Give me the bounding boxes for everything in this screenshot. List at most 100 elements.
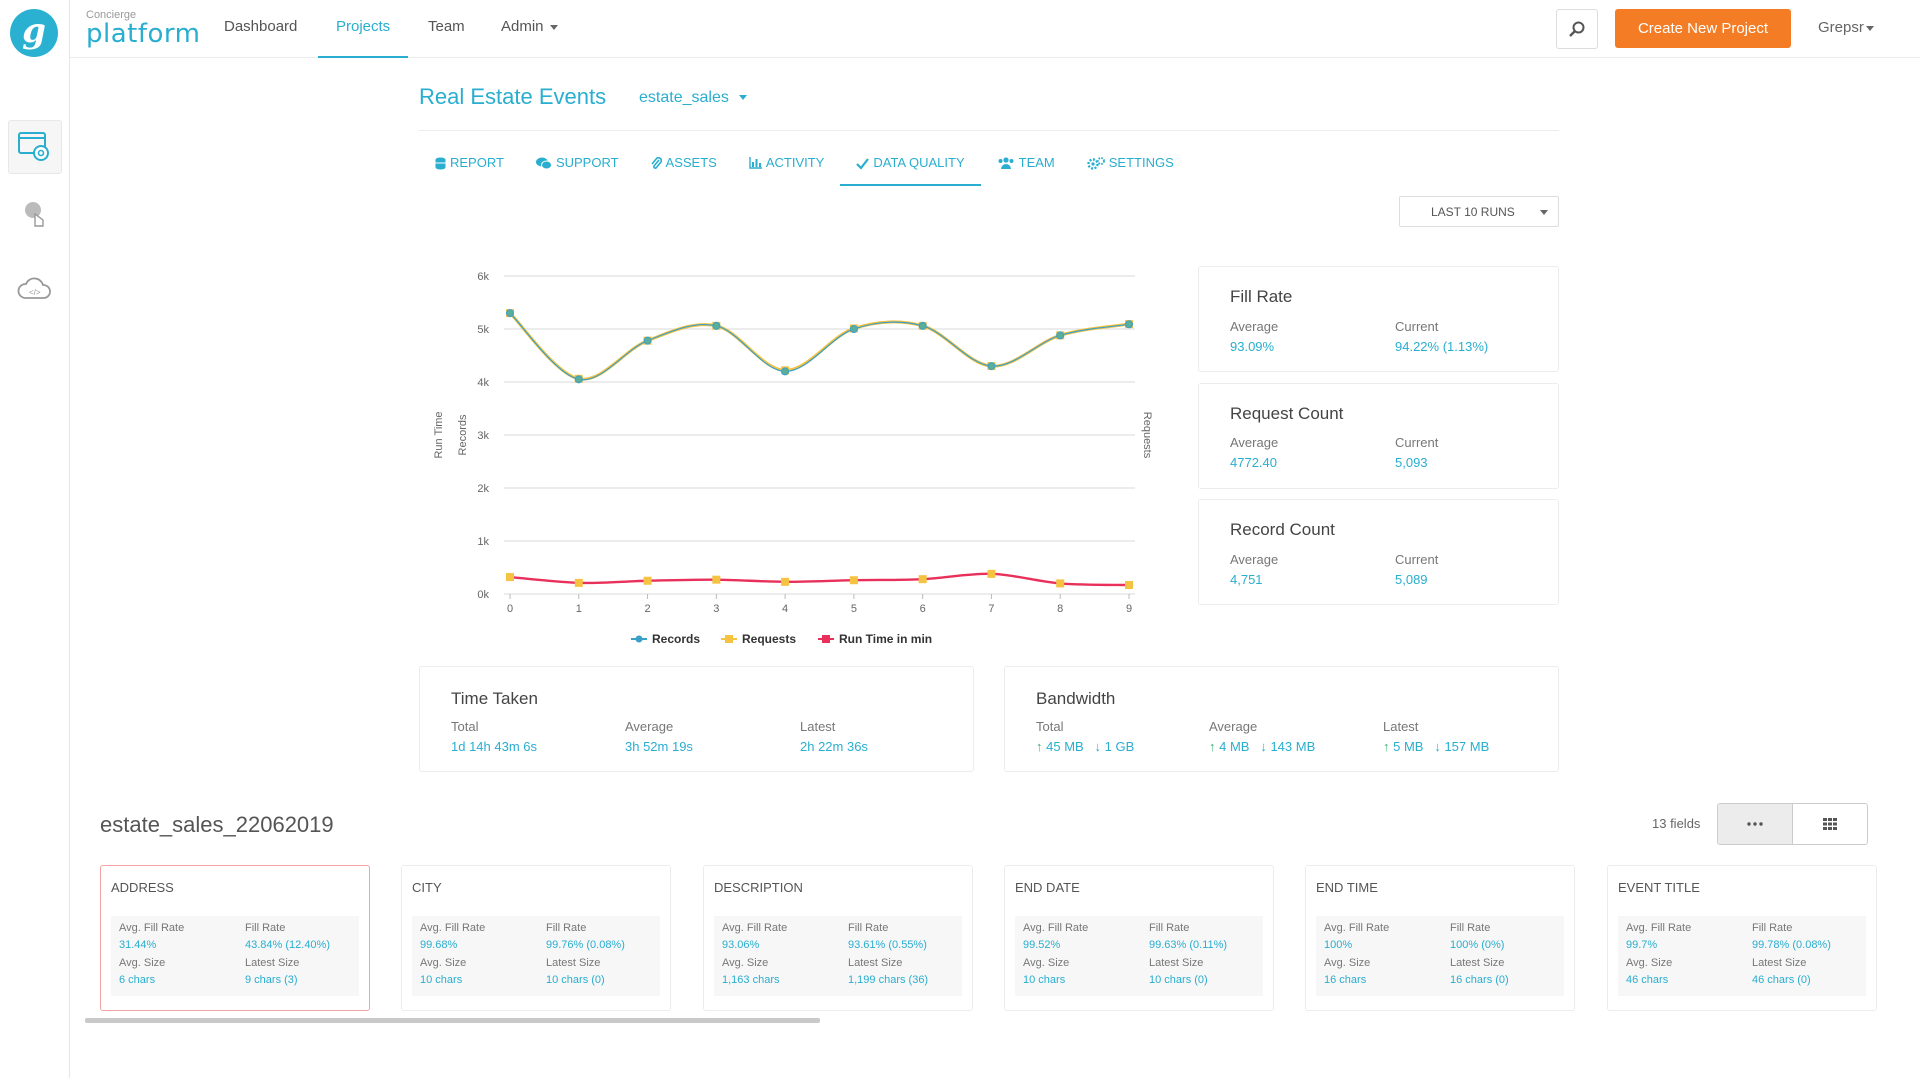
- runtime-point[interactable]: [987, 569, 996, 578]
- runtime-point[interactable]: [643, 576, 652, 585]
- tab-settings[interactable]: SETTINGS: [1071, 148, 1190, 186]
- records-point[interactable]: [506, 309, 514, 318]
- search-icon: [1569, 21, 1585, 37]
- tab-data-quality[interactable]: DATA QUALITY: [840, 148, 981, 186]
- legend-item-records[interactable]: Records: [631, 632, 700, 646]
- bw-latest: ↑ 5 MB ↓ 157 MB: [1383, 739, 1489, 754]
- latest-size-value: 9 chars (3): [245, 974, 298, 986]
- field-card-city[interactable]: CITY Avg. Fill Rate 99.68% Avg. Size 10 …: [401, 865, 671, 1011]
- nav-dashboard[interactable]: Dashboard: [224, 18, 298, 35]
- time-total: 1d 14h 43m 6s: [451, 739, 538, 754]
- field-card-address[interactable]: ADDRESS Avg. Fill Rate 31.44% Avg. Size …: [100, 865, 370, 1011]
- chevron-down-icon: [549, 24, 558, 30]
- runtime-point[interactable]: [506, 573, 514, 582]
- request-count-current: 5,093: [1395, 455, 1428, 470]
- x-tick-label: 4: [782, 603, 788, 615]
- avg-size-label: Avg. Size: [1324, 957, 1371, 969]
- records-point[interactable]: [643, 336, 652, 345]
- chevron-down-icon: [1540, 210, 1548, 215]
- tab-label: SUPPORT: [555, 155, 619, 170]
- avg-size-value: 46 chars: [1626, 974, 1669, 986]
- latest-size-value: 46 chars (0): [1752, 974, 1811, 986]
- x-tick-label: 2: [644, 603, 650, 615]
- legend-label: Requests: [742, 632, 796, 646]
- latest-size-label: Latest Size: [245, 957, 300, 969]
- records-point[interactable]: [781, 367, 790, 376]
- avg-fill-label: Avg. Fill Rate: [1023, 922, 1089, 934]
- nav-team[interactable]: Team: [428, 18, 465, 35]
- avg-fill-label: Avg. Fill Rate: [722, 922, 788, 934]
- horizontal-scrollbar[interactable]: [85, 1018, 820, 1023]
- tab-assets[interactable]: ASSETS: [635, 148, 733, 186]
- records-point[interactable]: [849, 325, 858, 333]
- runtime-point[interactable]: [918, 575, 927, 584]
- upload-arrow-icon: ↑: [1383, 739, 1390, 754]
- runtime-point[interactable]: [1056, 579, 1065, 588]
- field-card-end-time[interactable]: END TIME Avg. Fill Rate 100% Avg. Size 1…: [1305, 865, 1575, 1011]
- rail-item-concierge[interactable]: [8, 120, 62, 174]
- grepsr-logo[interactable]: g: [10, 9, 58, 57]
- avg-size-value: 10 chars: [1023, 974, 1066, 986]
- card-view-button[interactable]: [1718, 804, 1793, 844]
- records-point[interactable]: [712, 321, 721, 330]
- fill-rate-cur-label: Current: [1395, 319, 1439, 334]
- legend-label: Run Time in min: [839, 632, 932, 646]
- y-tick-label: 4k: [477, 377, 489, 389]
- runtime-point[interactable]: [849, 576, 858, 585]
- time-avg-label: Average: [625, 719, 674, 734]
- avg-fill-label: Avg. Fill Rate: [1324, 922, 1390, 934]
- rail-item-api[interactable]: </>: [8, 262, 62, 316]
- create-new-project-button[interactable]: Create New Project: [1615, 9, 1791, 48]
- tab-label: TEAM: [1018, 155, 1055, 170]
- runs-line-chart: 0k 1k 2k 3k 4k 5k 6k 0 1 2 3 4 5 6 7 8 9 Run Time Recor…: [433, 271, 1153, 646]
- bw-total-up: 45 MB: [1046, 739, 1084, 754]
- project-selector[interactable]: estate_sales: [639, 89, 747, 107]
- search-button[interactable]: [1556, 9, 1598, 49]
- nav-projects[interactable]: Projects: [318, 0, 409, 58]
- records-point[interactable]: [574, 375, 583, 384]
- latest-size-value: 16 chars (0): [1450, 974, 1509, 986]
- chart-y-ticks: 0k 1k 2k 3k 4k 5k 6k: [477, 271, 489, 601]
- avg-size-label: Avg. Size: [1626, 957, 1673, 969]
- grid-view-button[interactable]: [1793, 804, 1867, 844]
- brand[interactable]: Concierge platform: [86, 9, 200, 47]
- tab-activity[interactable]: ACTIVITY: [733, 148, 841, 186]
- rail-item-support[interactable]: [8, 190, 62, 244]
- field-card-end-date[interactable]: END DATE Avg. Fill Rate 99.52% Avg. Size…: [1004, 865, 1274, 1011]
- runtime-point[interactable]: [1125, 580, 1133, 589]
- runtime-point[interactable]: [574, 578, 583, 587]
- x-tick-label: 3: [713, 603, 719, 615]
- runs-range-dropdown[interactable]: LAST 10 RUNS: [1399, 196, 1559, 227]
- chevron-down-icon: [738, 95, 747, 101]
- records-point[interactable]: [1125, 320, 1133, 329]
- fill-rate-current: 94.22% (1.13%): [1395, 339, 1489, 354]
- legend-item-requests[interactable]: Requests: [721, 632, 796, 646]
- tab-support[interactable]: SUPPORT: [520, 148, 635, 186]
- tab-label: DATA QUALITY: [873, 155, 965, 170]
- fill-value: 93.61% (0.55%): [848, 939, 927, 951]
- y-tick-label: 2k: [477, 483, 489, 495]
- x-tick-label: 7: [988, 603, 994, 615]
- user-menu[interactable]: Grepsr: [1818, 0, 1874, 56]
- legend-item-run-time-in-min[interactable]: Run Time in min: [818, 632, 932, 646]
- tab-report[interactable]: REPORT: [419, 148, 520, 186]
- bw-latest-up: 5 MB: [1393, 739, 1424, 754]
- bw-total-down: 1 GB: [1104, 739, 1135, 754]
- ellipsis-icon: [1747, 822, 1763, 826]
- field-card-description[interactable]: DESCRIPTION Avg. Fill Rate 93.06% Avg. S…: [703, 865, 973, 1011]
- nav-admin[interactable]: Admin: [501, 0, 558, 58]
- runtime-point[interactable]: [712, 575, 721, 584]
- runs-range-label: LAST 10 RUNS: [1431, 205, 1515, 219]
- field-card-event-title[interactable]: EVENT TITLE Avg. Fill Rate 99.7% Avg. Si…: [1607, 865, 1877, 1011]
- avg-size-value: 1,163 chars: [722, 974, 780, 986]
- records-point[interactable]: [987, 362, 996, 371]
- latest-size-value: 10 chars (0): [546, 974, 605, 986]
- records-point[interactable]: [1056, 331, 1065, 340]
- y-tick-label: 3k: [477, 430, 489, 442]
- runtime-point[interactable]: [781, 577, 790, 586]
- field-name: END TIME: [1316, 880, 1378, 895]
- records-point[interactable]: [918, 321, 927, 330]
- brand-subtitle: Concierge: [86, 9, 137, 21]
- tab-team[interactable]: TEAM: [981, 148, 1071, 186]
- header-divider: [419, 130, 1559, 131]
